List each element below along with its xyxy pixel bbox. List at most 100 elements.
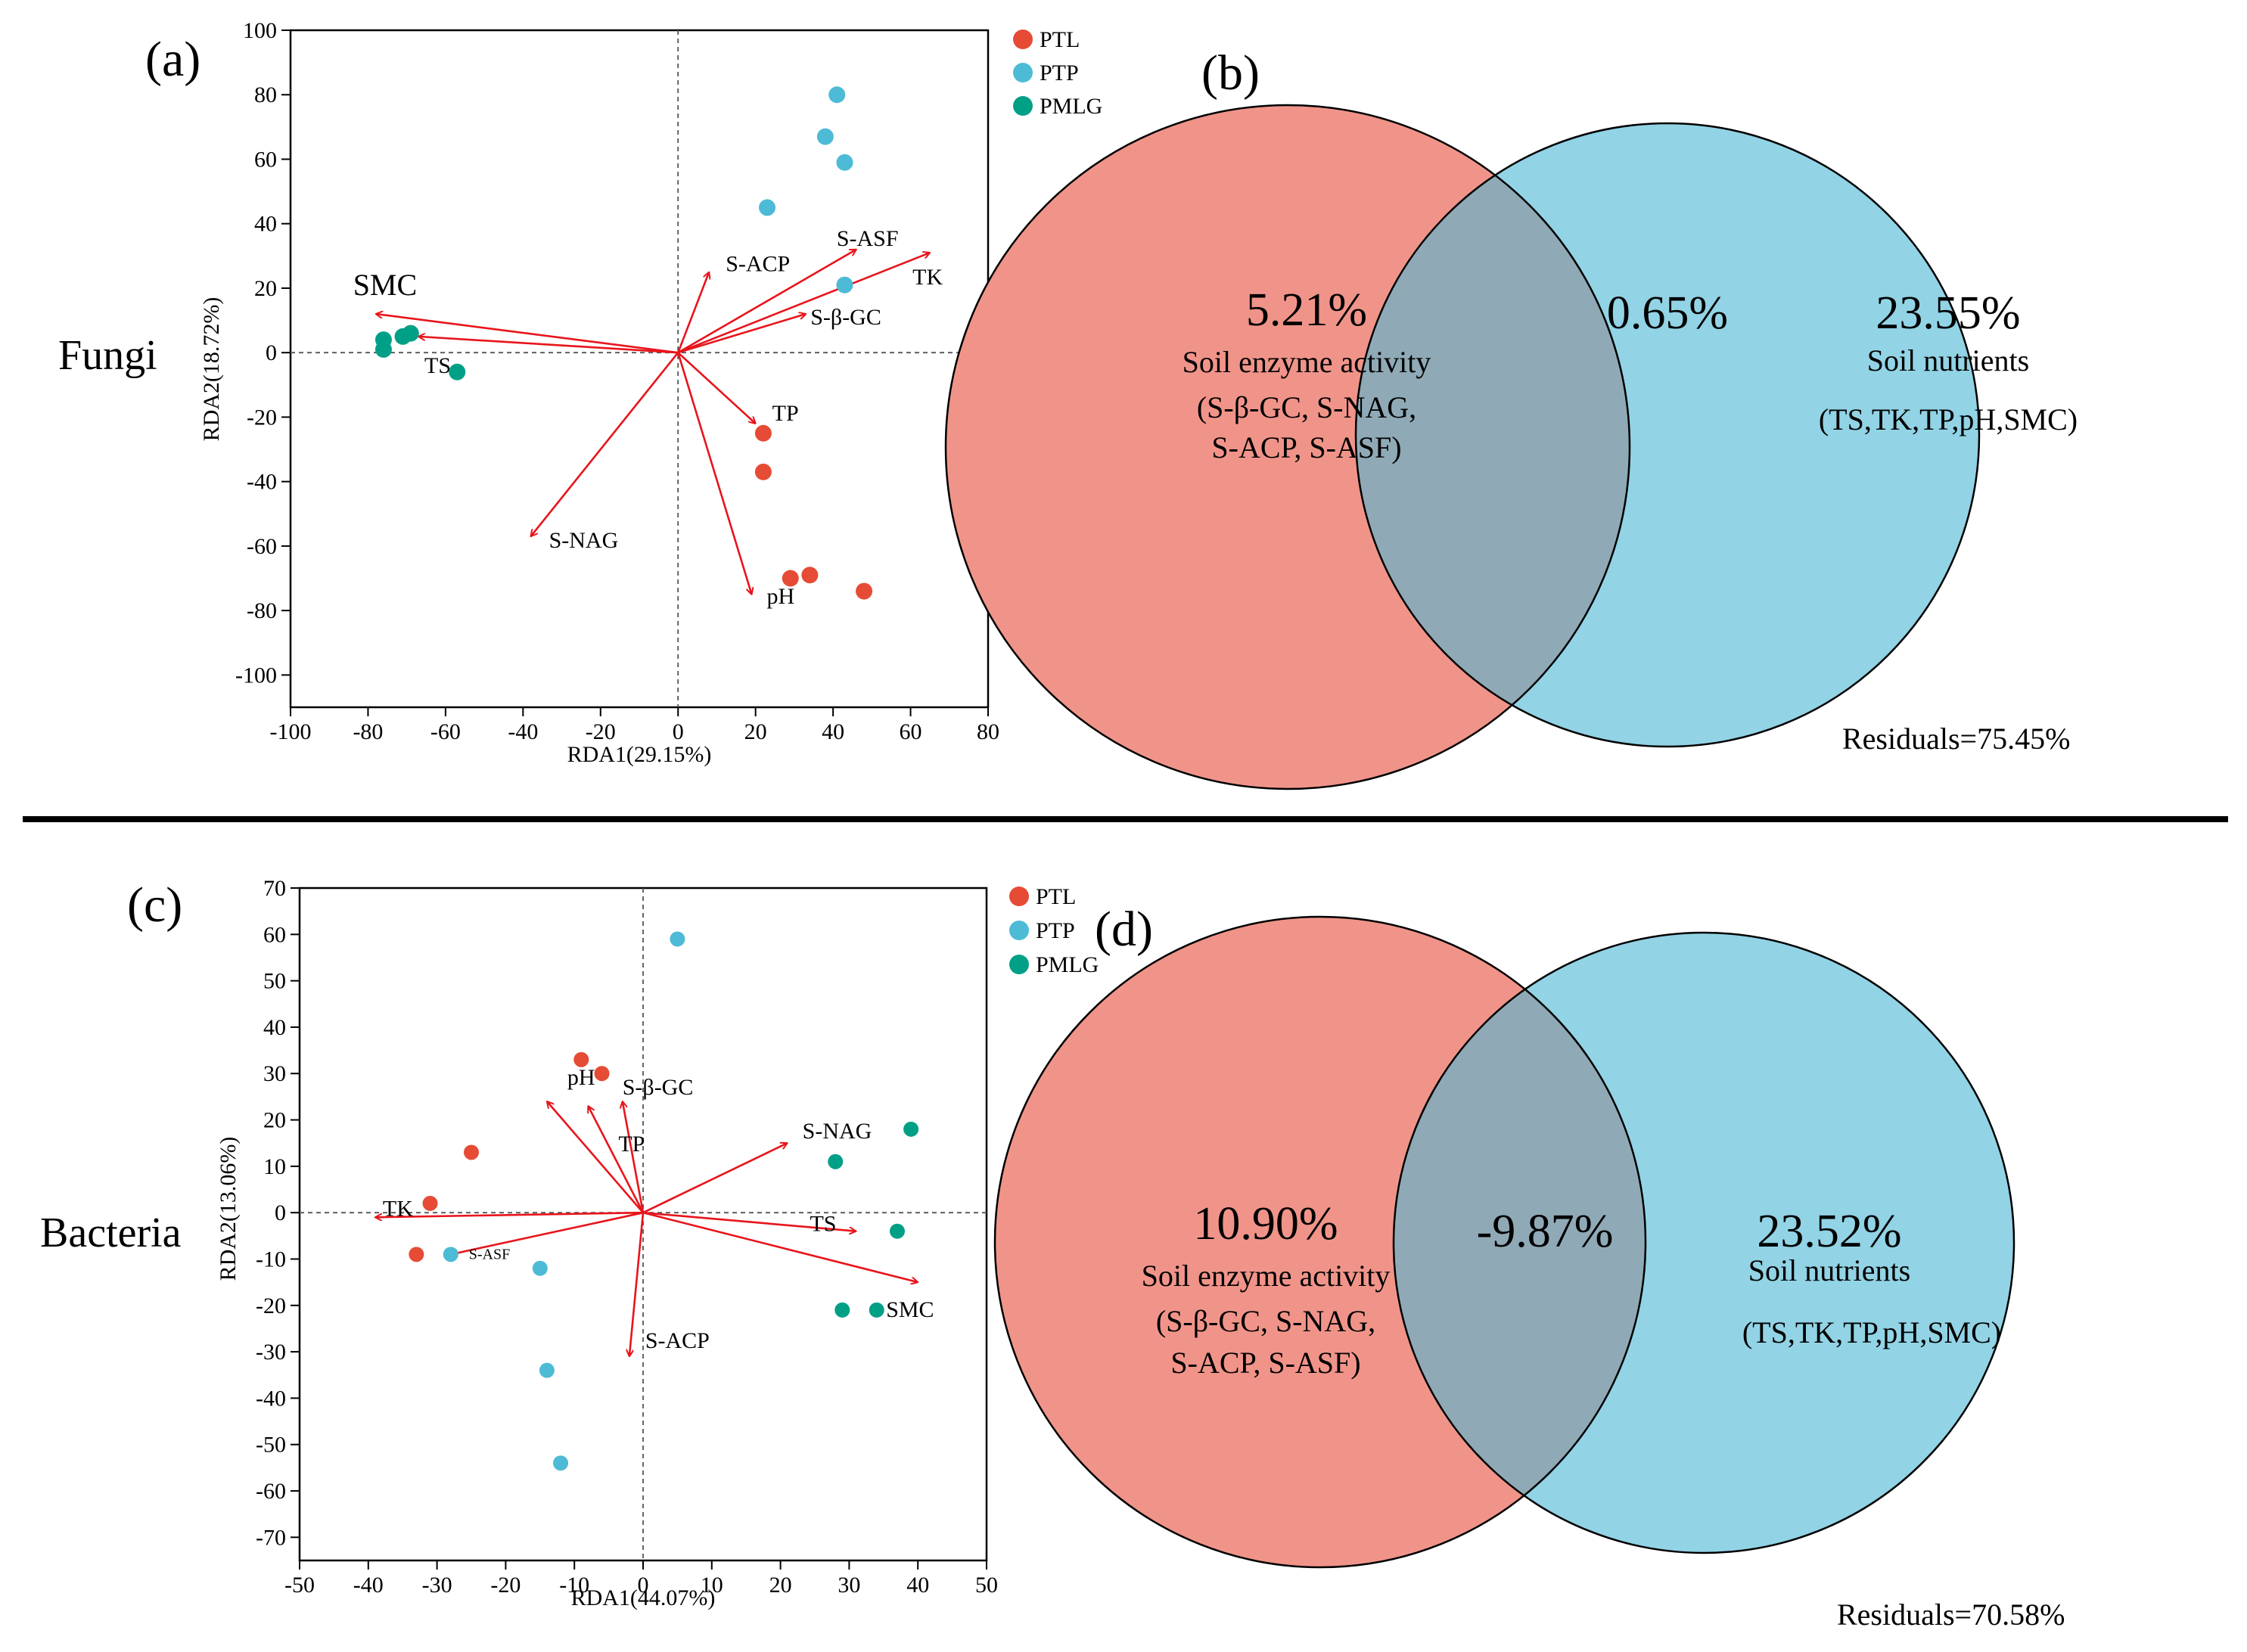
vector-arrow-S-NAG [642,1143,788,1214]
fungi-row-label: Fungi [58,332,157,379]
vector-arrow-S-NAG [531,352,679,536]
point-PTL-1 [754,424,772,442]
point-PTL-3 [464,1144,479,1160]
vector-label-TS: TS [810,1212,836,1237]
venn-b-left-line2: S-ACP, S-ASF) [1211,430,1401,464]
point-PMLG-4 [834,1302,850,1318]
legend-label-PMLG: PMLG [1040,94,1102,119]
legend-marker-PTL [1013,30,1033,49]
legend-label-PMLG: PMLG [1036,952,1099,977]
vector-arrow-TP [588,1106,645,1213]
plot-c-axes: -50 -40 -30 -20 -10 0 10 20 30 40 50 70 60 50 40 30 20 10… [256,876,998,1598]
plot-a-ylabel: RDA2(18.72%) [199,297,224,442]
venn-d-overlap-value: -9.87% [1477,1206,1614,1257]
x-tick-label: 40 [906,1573,929,1598]
y-tick-label: 20 [263,1108,286,1133]
vector-label-pH: pH [567,1065,595,1090]
vector-arrow-TP [677,352,755,424]
point-PTL-1 [573,1051,589,1067]
y-tick-label: -40 [247,470,277,495]
point-PTP-1 [828,86,846,104]
venn-d-overlap [1394,933,1646,1553]
vector-label-S-NAG: S-NAG [803,1119,872,1144]
x-tick-label: -50 [284,1573,315,1598]
venn-d-right-line1: (TS,TK,TP,pH,SMC) [1742,1315,2001,1349]
bacteria-row-label: Bacteria [40,1210,182,1256]
vector-arrow-SMC [376,314,679,354]
y-tick-label: -80 [247,598,277,623]
point-PMLG-3 [402,324,419,342]
plot-a-axes: -100 -80 -60 -40 -20 0 20 40 60 80 100 80 60 40 20 0 -20… [235,18,999,744]
vector-label-S-β-GC: S-β-GC [623,1075,694,1100]
y-tick-label: 0 [266,340,277,365]
y-tick-label: 70 [263,876,286,901]
y-tick-label: -60 [247,534,277,559]
venn-d-left-value: 10.90% [1193,1198,1338,1250]
x-tick-label: 0 [638,1573,649,1598]
x-tick-label: 30 [838,1573,860,1598]
vector-arrow-S-ASF [677,248,856,354]
vector-arrow-TS [418,337,679,354]
y-tick-label: 60 [254,147,277,172]
point-PTP-5 [836,276,853,293]
venn-d-residuals: Residuals=70.58% [1837,1598,2065,1632]
point-PTL-4 [422,1195,438,1211]
venn-b-residuals: Residuals=75.45% [1842,722,2070,756]
venn-b-left-line1: (S-β-GC, S-NAG, [1197,390,1416,424]
point-PMLG-4 [374,340,392,358]
vector-label-S-NAG: S-NAG [549,528,619,553]
vector-label-TS: TS [424,353,451,378]
point-PTL-5 [856,582,873,600]
vector-label-S-ACP: S-ACP [645,1328,710,1353]
y-tick-label: 50 [263,969,286,994]
point-PTL-4 [801,567,819,584]
vector-arrow-S-β-GC [623,1101,645,1213]
vector-arrow-TS [642,1211,856,1231]
plot-a-points [374,86,873,600]
x-tick-label: 50 [975,1573,998,1598]
x-tick-label: -20 [490,1573,521,1598]
plot-a-legend: PTL PTP PMLG [1013,27,1102,119]
vector-label-TP: TP [618,1132,645,1157]
x-tick-label: -40 [508,719,538,744]
vector-arrow-pH [547,1101,644,1214]
vector-label-S-β-GC: S-β-GC [810,305,881,330]
y-tick-label: 10 [263,1154,286,1179]
y-tick-label: 100 [243,18,277,43]
venn-d-left-line2: S-ACP, S-ASF) [1170,1346,1360,1380]
plot-a-xlabel: RDA1(29.15%) [567,742,712,767]
panel-b: (b) 5.21% Soil enzyme activity (S-β-GC, … [944,45,2078,790]
x-tick-label: -40 [353,1573,384,1598]
y-tick-label: -10 [256,1247,286,1272]
y-tick-label: 40 [263,1015,286,1040]
point-PMLG-2 [828,1154,844,1169]
point-PTL-5 [409,1247,424,1262]
panel-a-label: (a) [145,32,200,87]
vector-arrow-S-ASF [451,1211,644,1254]
legend-marker-PMLG [1009,955,1029,974]
panel-d: (d) 10.90% Soil enzyme activity (S-β-GC,… [993,902,2065,1632]
x-tick-label: -100 [270,719,312,744]
legend-label-PTP: PTP [1036,918,1075,943]
legend-label-PTL: PTL [1040,27,1080,52]
vector-label-SMC: SMC [886,1297,934,1322]
venn-d-left-outline [993,915,1647,1569]
y-tick-label: 80 [254,82,277,107]
x-tick-label: 80 [977,719,999,744]
panel-c-label: (c) [127,877,182,933]
vector-label-pH: pH [767,584,795,609]
venn-b-right-outline [1354,122,1981,748]
x-tick-label: 60 [900,719,922,744]
legend-label-PTP: PTP [1040,61,1079,85]
vector-arrow-S-ACP [677,272,709,353]
point-PTP-5 [553,1455,569,1471]
venn-b-left-value: 5.21% [1246,284,1367,336]
point-PTL-2 [754,463,772,480]
vector-arrow-S-β-GC [677,314,806,354]
y-tick-label: -40 [256,1386,286,1411]
panel-a: (a) Fungi -100 -80 -60 -40 -20 0 20 40 60 80 100 80… [58,18,1102,767]
y-tick-label: 40 [254,212,277,237]
y-tick-label: 0 [275,1200,286,1225]
plot-c-ylabel: RDA2(13.06%) [216,1137,241,1281]
